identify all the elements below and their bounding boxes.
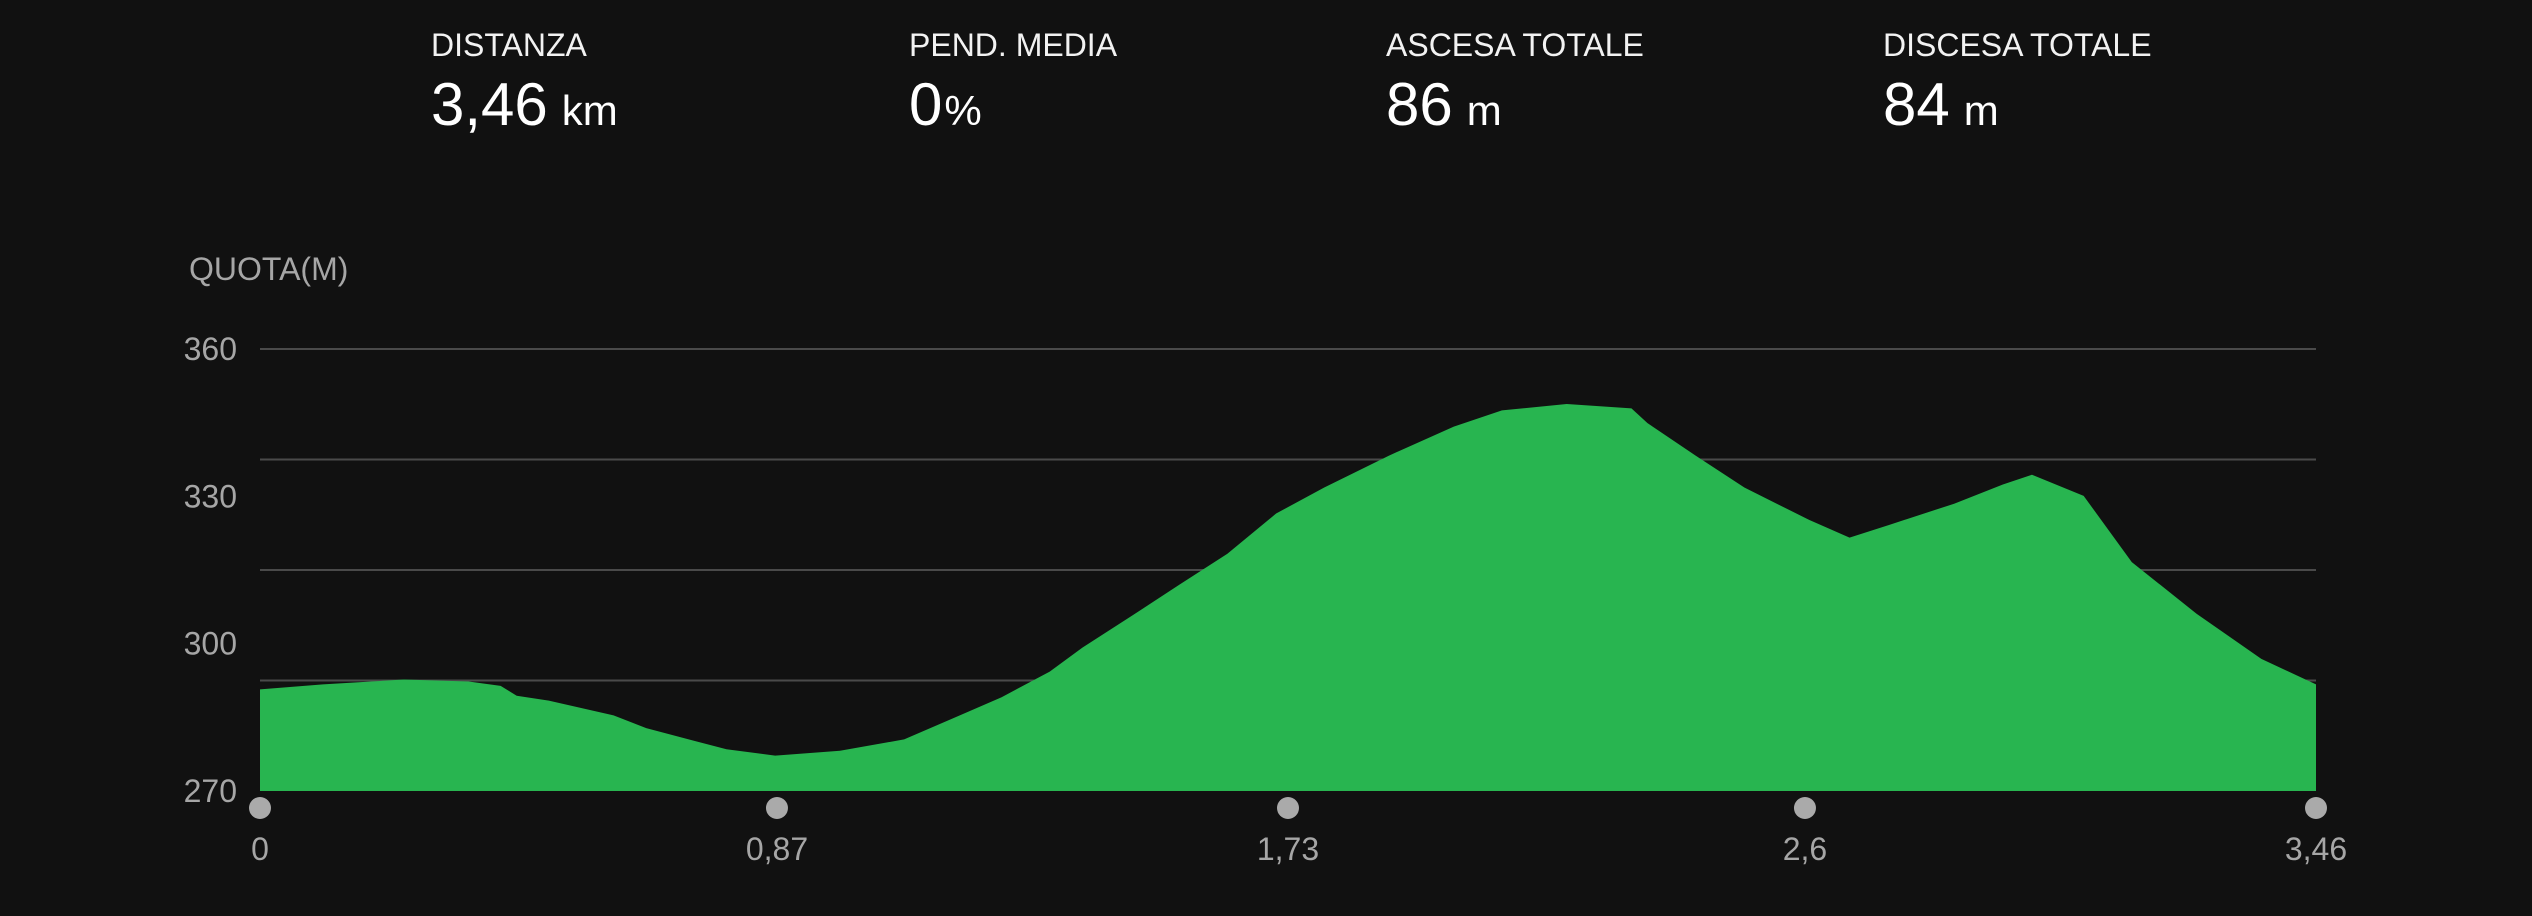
stat-label: DISCESA TOTALE: [1883, 27, 2152, 63]
stat-value: 84 m: [1883, 71, 1999, 138]
x-tick-dot: [249, 797, 271, 819]
x-tick-label: 0,87: [746, 831, 808, 867]
stat-unit: m: [1467, 87, 1502, 134]
stat-unit: m: [1964, 87, 1999, 134]
stat-label: PEND. MEDIA: [909, 27, 1118, 63]
x-tick-dot: [765, 797, 788, 819]
stat-value: 0%: [909, 71, 982, 138]
stat-unit: km: [562, 87, 618, 134]
x-tick-dot: [1793, 797, 1816, 819]
x-tick-label: 0: [251, 831, 269, 867]
x-tick-dot: [2305, 797, 2327, 819]
x-tick-label: 1,73: [1257, 831, 1319, 867]
y-tick-label: 330: [184, 478, 237, 514]
x-tick-label: 3,46: [2285, 831, 2347, 867]
stat-number: 84: [1883, 71, 1950, 138]
stat-number: 0: [909, 71, 942, 138]
stat-value: 3,46 km: [431, 71, 618, 138]
x-tick-label: 2,6: [1783, 831, 1827, 867]
elevation-area: [260, 404, 2316, 791]
stat-label: DISTANZA: [431, 27, 588, 63]
x-tick-dot: [1277, 797, 1299, 819]
y-tick-label: 300: [184, 626, 237, 662]
stat-number: 86: [1386, 71, 1453, 138]
stat-number: 3,46: [431, 71, 548, 138]
y-tick-label: 270: [184, 773, 237, 809]
y-axis-title: QUOTA(M): [189, 251, 348, 287]
y-tick-label: 360: [184, 331, 237, 367]
stat-label: ASCESA TOTALE: [1386, 27, 1644, 63]
stat-unit: %: [944, 87, 981, 134]
stat-value: 86 m: [1386, 71, 1502, 138]
